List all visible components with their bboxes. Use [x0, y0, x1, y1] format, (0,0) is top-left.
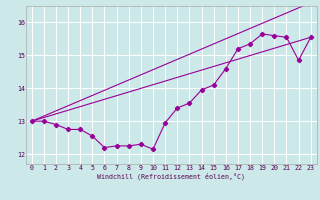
X-axis label: Windchill (Refroidissement éolien,°C): Windchill (Refroidissement éolien,°C): [97, 172, 245, 180]
